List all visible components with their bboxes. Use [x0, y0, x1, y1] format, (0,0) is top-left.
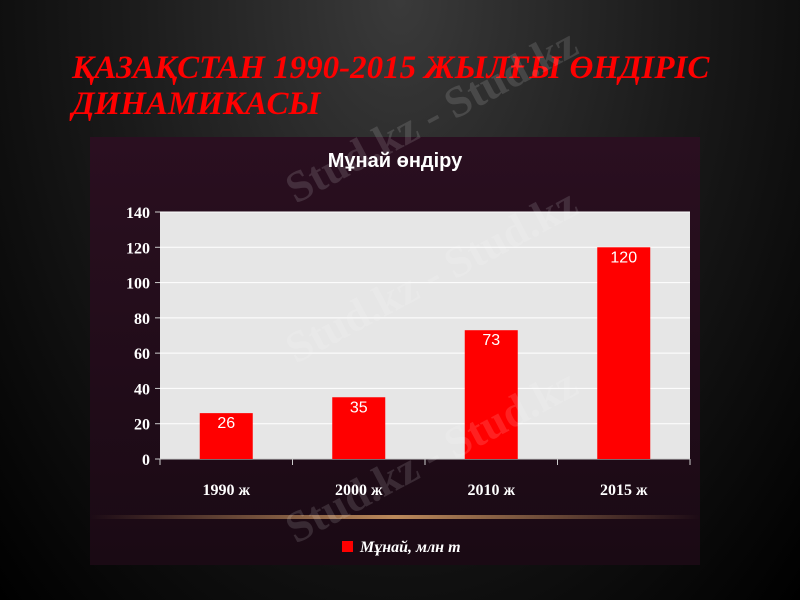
- x-tick-label: 2010 ж: [467, 482, 515, 499]
- bar: [199, 413, 253, 459]
- y-tick-label: 0: [142, 452, 150, 469]
- bar-chart: Мұнай өндіру 0 20 40 60 80 100 120 140 26 1990 ж 35…: [126, 150, 691, 556]
- legend-label: Мұнай, млн т: [359, 539, 461, 556]
- bar: [597, 247, 651, 459]
- x-tick-label: 2000 ж: [335, 482, 383, 499]
- y-tick-label: 120: [126, 240, 150, 257]
- chart-title: Мұнай өндіру: [328, 150, 463, 172]
- y-tick-label: 100: [126, 276, 150, 293]
- chart-panel: Мұнай өндіру 0 20 40 60 80 100 120 140 26 1990 ж 35…: [90, 137, 700, 565]
- y-tick-label: 20: [134, 417, 150, 434]
- y-tick-label: 60: [134, 346, 150, 363]
- bar: [332, 397, 386, 459]
- data-label: 120: [610, 249, 637, 266]
- y-tick-label: 140: [126, 205, 150, 222]
- decorative-glow-line: [90, 515, 700, 519]
- bar: [464, 330, 518, 459]
- data-label: 73: [482, 332, 500, 349]
- data-label: 35: [350, 399, 368, 416]
- legend-swatch: [342, 541, 353, 552]
- y-tick-label: 40: [134, 381, 150, 398]
- x-tick-label: 2015 ж: [600, 482, 648, 499]
- slide-title: ҚАЗАҚСТАН 1990-2015 ЖЫЛҒЫ ӨНДІРІС ДИНАМИ…: [72, 50, 710, 122]
- x-tick-label: 1990 ж: [202, 482, 250, 499]
- data-label: 26: [217, 415, 235, 432]
- y-tick-label: 80: [134, 311, 150, 328]
